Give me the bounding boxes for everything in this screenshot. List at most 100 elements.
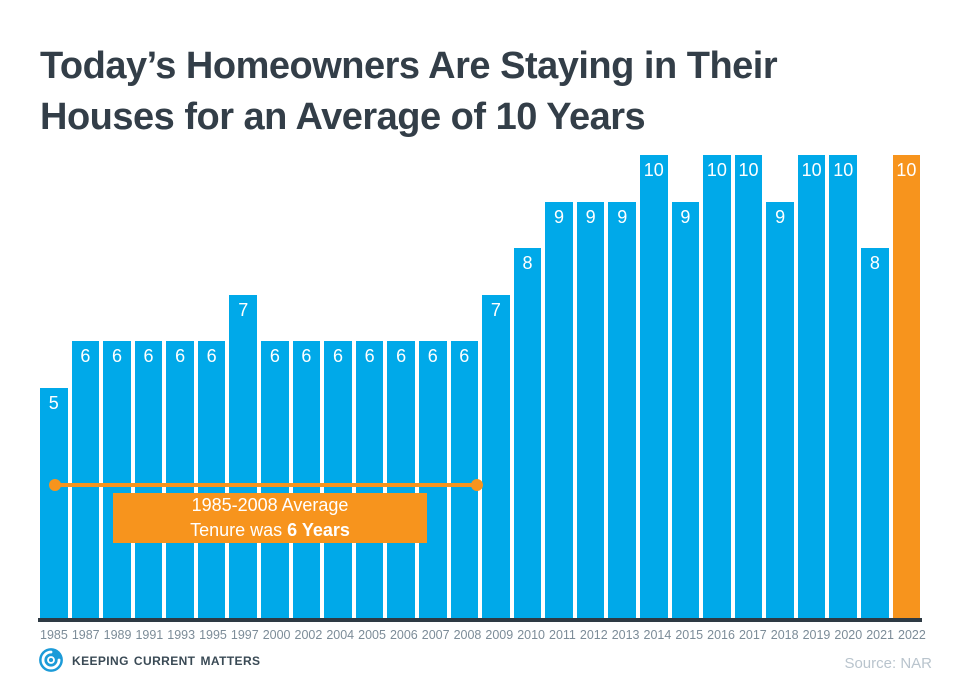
bar-2010: 8 [513, 248, 542, 620]
bar-column-2016: 10 [703, 155, 731, 620]
x-tick-label: 2018 [770, 628, 799, 642]
x-tick-label: 2012 [579, 628, 608, 642]
x-tick-label: 1989 [103, 628, 132, 642]
source-note: Source: NAR [844, 655, 932, 672]
x-tick-label: 1997 [230, 628, 259, 642]
bar-value-label: 6 [111, 346, 122, 366]
bar-value-label: 6 [459, 346, 470, 366]
average-callout-box: 1985-2008 Average Tenure was 6 Years [113, 493, 427, 543]
bar-column-2014: 10 [639, 155, 668, 620]
bar-2014: 10 [639, 155, 668, 620]
x-tick-label: 2016 [707, 628, 735, 642]
bar-column-2008: 6 [450, 155, 479, 620]
bar-value-label: 9 [680, 206, 691, 227]
bar-value-label: 7 [490, 299, 501, 320]
bar-column-2012: 9 [576, 155, 605, 620]
bar-2000: 6 [261, 341, 289, 620]
x-tick-label: 1985 [40, 628, 68, 642]
bar-1993: 6 [166, 341, 194, 620]
bar-column-1991: 6 [134, 155, 163, 620]
page-title-line1: Today’s Homeowners Are Staying in Their [40, 45, 778, 88]
bar-value-label: 8 [869, 253, 880, 273]
kcm-logo: Keeping Current Matters [38, 647, 260, 673]
x-tick-label: 2014 [643, 628, 672, 642]
bar-value-label: 9 [775, 206, 786, 227]
x-tick-label: 2013 [611, 628, 640, 642]
bar-2005: 6 [355, 341, 384, 620]
bar-1995: 6 [197, 341, 226, 620]
bar-column-2006: 6 [387, 155, 415, 620]
bar-column-2002: 6 [292, 155, 321, 620]
x-tick-label: 1995 [199, 628, 227, 642]
x-tick-label: 2005 [358, 628, 386, 642]
bar-value-label: 6 [427, 346, 438, 366]
bar-column-2013: 9 [608, 155, 636, 620]
x-tick-label: 2002 [294, 628, 323, 642]
bar-chart: 5 6 6 6 6 6 7 6 6 6 6 6 6 6 7 8 9 9 9 10 9 10 10 9 10 10 8 10 [40, 155, 921, 620]
bar-column-2020: 10 [829, 155, 858, 620]
bar-2009: 7 [482, 294, 510, 620]
x-tick-label: 2011 [549, 628, 576, 642]
x-tick-label: 2020 [834, 628, 863, 642]
bar-value-label: 10 [706, 160, 727, 180]
bar-column-1993: 6 [166, 155, 194, 620]
bar-2017: 10 [734, 155, 763, 620]
average-range-dot-left [49, 479, 61, 491]
average-range-dot-right [471, 479, 483, 491]
bar-column-2004: 6 [324, 155, 352, 620]
brand-name: Keeping Current Matters [72, 650, 261, 669]
bar-2018: 9 [766, 201, 794, 620]
bar-value-label: 10 [833, 160, 854, 180]
bar-2006: 6 [387, 341, 415, 620]
x-tick-label: 2000 [262, 628, 291, 642]
x-tick-label: 2007 [421, 628, 450, 642]
page-title-line2: Houses for an Average of 10 Years [40, 96, 646, 139]
x-tick-label: 2009 [485, 628, 514, 642]
bar-value-label: 6 [269, 346, 280, 366]
x-tick-label: 2022 [898, 628, 926, 642]
bar-value-label: 6 [364, 346, 375, 366]
bar-column-2022: 10 [892, 155, 921, 620]
callout-line1: 1985-2008 Average [191, 495, 349, 515]
x-axis-labels: 1985 1987 1989 1991 1993 1995 1997 2000 2002 2004… [40, 628, 926, 642]
bar-1987: 6 [71, 341, 100, 620]
bar-value-label: 10 [738, 160, 759, 180]
x-tick-label: 1993 [167, 628, 196, 642]
page-title: Today’s Homeowners Are Staying in Their … [40, 41, 940, 143]
bar-value-label: 6 [175, 346, 186, 366]
bar-column-2010: 8 [513, 155, 542, 620]
bar-2015: 9 [671, 201, 700, 620]
bar-value-label: 9 [585, 206, 596, 227]
bar-value-label: 10 [643, 160, 664, 180]
bar-column-2019: 10 [797, 155, 826, 620]
x-tick-label: 2008 [453, 628, 482, 642]
bar-2007: 6 [418, 341, 447, 620]
x-tick-label: 1987 [71, 628, 100, 642]
bar-column-2007: 6 [418, 155, 447, 620]
bar-2011: 9 [545, 201, 573, 620]
bar-2002: 6 [292, 341, 321, 620]
bar-1991: 6 [134, 341, 163, 620]
bar-1997: 7 [229, 294, 258, 620]
bar-column-2018: 9 [766, 155, 794, 620]
bar-value-label: 8 [522, 253, 533, 273]
bar-column-2021: 8 [861, 155, 889, 620]
bar-2004: 6 [324, 341, 352, 620]
x-tick-label: 2019 [802, 628, 831, 642]
bar-column-1997: 7 [229, 155, 258, 620]
bar-value-label: 10 [896, 160, 917, 180]
x-tick-label: 2010 [517, 628, 545, 642]
bar-value-label: 6 [80, 346, 91, 366]
bar-1989: 6 [103, 341, 131, 620]
bar-2019: 10 [797, 155, 826, 620]
x-tick-label: 2015 [675, 628, 704, 642]
x-axis-line [38, 618, 922, 622]
bar-column-2000: 6 [261, 155, 289, 620]
bar-value-label: 6 [143, 346, 154, 366]
average-range-line [55, 483, 477, 487]
bar-value-label: 7 [238, 299, 249, 320]
x-tick-label: 2004 [326, 628, 355, 642]
x-tick-label: 2021 [866, 628, 895, 642]
bar-column-1989: 6 [103, 155, 131, 620]
